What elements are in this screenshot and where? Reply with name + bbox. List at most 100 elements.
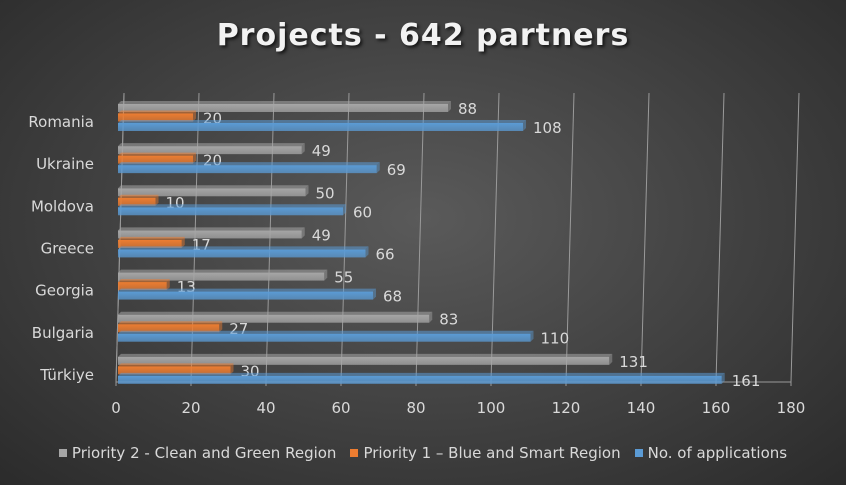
bar-end-face — [219, 321, 223, 333]
x-tick-label: 60 — [331, 399, 350, 417]
x-tick-label: 120 — [552, 399, 581, 417]
bar-front-face — [118, 291, 373, 300]
bar-priority-2-clean-and-green-region-moldova — [118, 185, 309, 197]
bar-no-of-applications-bulgaria — [118, 330, 534, 342]
gridline — [565, 92, 575, 383]
bar-front-face — [118, 197, 156, 206]
bar-priority-2-clean-and-green-region-ukraine — [118, 143, 305, 155]
bar-no-of-applications-turkiye — [118, 372, 725, 384]
bar-top-face — [118, 330, 534, 334]
legend-swatch — [634, 449, 643, 457]
bar-priority-2-clean-and-green-region-turkiye — [118, 353, 613, 365]
bar-front-face — [118, 155, 193, 164]
bar-front-face — [118, 188, 306, 197]
bar-end-face — [609, 353, 613, 365]
category-label: Moldova — [31, 197, 94, 215]
bar-priority-1-blue-and-smart-region-ukraine — [118, 152, 196, 164]
bar-no-of-applications-greece — [118, 246, 369, 258]
bar-end-face — [429, 311, 433, 323]
bar-priority-1-blue-and-smart-region-georgia — [118, 279, 170, 291]
bar-top-face — [118, 363, 234, 367]
bar-front-face — [118, 165, 377, 174]
bar-end-face — [324, 269, 328, 281]
bar-front-face — [118, 239, 182, 248]
bar-front-face — [118, 282, 167, 291]
bar-priority-2-clean-and-green-region-bulgaria — [118, 311, 433, 323]
bar-end-face — [155, 194, 159, 206]
gridline — [640, 92, 650, 383]
bar-front-face — [118, 230, 302, 239]
data-label: 55 — [334, 269, 353, 287]
bar-end-face — [448, 101, 451, 112]
bar-priority-1-blue-and-smart-region-romania — [118, 110, 196, 122]
bar-end-face — [305, 185, 309, 197]
bar-top-face — [118, 143, 305, 147]
bar-end-face — [343, 204, 346, 216]
bar-end-face — [166, 279, 170, 291]
category-label: Romania — [28, 113, 94, 131]
bar-no-of-applications-moldova — [118, 204, 346, 216]
bar-top-face — [118, 321, 223, 325]
bar-top-face — [118, 288, 376, 292]
bar-front-face — [118, 333, 531, 342]
legend-label: Priority 2 - Clean and Green Region — [71, 444, 337, 462]
bar-end-face — [181, 236, 185, 248]
gridline — [715, 92, 725, 383]
data-label: 110 — [541, 330, 570, 348]
bar-end-face — [193, 152, 196, 164]
bar-front-face — [118, 272, 325, 281]
x-tick-label: 80 — [406, 399, 425, 417]
bar-priority-1-blue-and-smart-region-greece — [118, 236, 185, 248]
bar-front-face — [118, 356, 610, 365]
data-label: 66 — [376, 245, 395, 263]
data-label: 131 — [619, 353, 648, 371]
bar-front-face — [118, 207, 343, 216]
bar-priority-1-blue-and-smart-region-turkiye — [118, 363, 234, 375]
data-label: 68 — [383, 288, 402, 306]
bar-end-face — [373, 288, 376, 300]
bar-chart: 0 20 40 60 80 100 120 140 160 180Romania8820108Uk… — [28, 92, 805, 417]
bar-top-face — [118, 204, 346, 208]
category-label: Bulgaria — [32, 324, 94, 342]
bar-front-face — [118, 104, 448, 112]
x-tick-label: 40 — [256, 399, 275, 417]
legend-item-priority-2-clean-and-green-region: Priority 2 - Clean and Green Region — [58, 444, 337, 462]
data-label: 50 — [316, 184, 335, 202]
data-label: 83 — [439, 311, 458, 329]
x-tick-label: 160 — [702, 399, 731, 417]
bar-no-of-applications-romania — [118, 120, 526, 131]
legend-item-priority-1-blue-and-smart-region: Priority 1 – Blue and Smart Region — [350, 444, 621, 462]
x-tick-label: 100 — [477, 399, 506, 417]
bar-top-face — [118, 279, 170, 283]
bar-top-face — [118, 194, 159, 198]
legend-item-no-of-applications: No. of applications — [634, 444, 788, 462]
bar-front-face — [118, 113, 193, 122]
bar-front-face — [118, 146, 302, 155]
bar-top-face — [118, 372, 725, 376]
x-tick-label: 0 — [111, 399, 121, 417]
chart-title: Projects - 642 partners — [216, 18, 630, 53]
bar-top-face — [118, 227, 305, 231]
bar-end-face — [301, 143, 305, 155]
bar-front-face — [118, 375, 722, 384]
bar-no-of-applications-georgia — [118, 288, 376, 300]
bar-end-face — [230, 363, 234, 375]
legend-swatch — [350, 449, 359, 457]
data-label: 88 — [458, 100, 477, 118]
bar-top-face — [118, 236, 185, 240]
bar-end-face — [721, 372, 725, 384]
data-label: 60 — [353, 203, 372, 221]
bar-end-face — [301, 227, 305, 239]
bar-end-face — [376, 162, 380, 174]
gridline — [790, 92, 800, 383]
bar-priority-2-clean-and-green-region-greece — [118, 227, 305, 239]
bar-top-face — [118, 311, 433, 315]
bar-top-face — [118, 162, 380, 166]
legend-label: No. of applications — [647, 444, 788, 462]
bar-top-face — [118, 246, 369, 250]
data-label: 108 — [533, 119, 562, 137]
bar-priority-2-clean-and-green-region-georgia — [118, 269, 328, 281]
bar-priority-1-blue-and-smart-region-moldova — [118, 194, 159, 206]
bar-front-face — [118, 249, 366, 258]
